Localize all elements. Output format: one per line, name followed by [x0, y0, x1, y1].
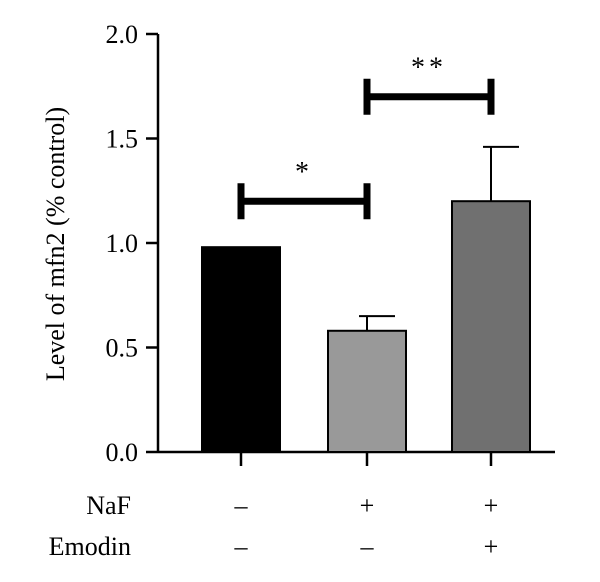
y-tick-label: 1.0: [106, 229, 139, 258]
condition-label: NaF: [86, 491, 131, 520]
bar: [201, 246, 281, 453]
significance-label: *: [295, 157, 313, 188]
bar: [451, 200, 531, 453]
y-tick-label: 0.0: [106, 438, 139, 467]
condition-label: Emodin: [49, 532, 131, 561]
bar: [327, 329, 407, 453]
y-axis-label: Level of mfn2 (% control): [41, 107, 70, 381]
condition-sign: –: [234, 491, 249, 520]
y-tick-label: 0.5: [106, 334, 139, 363]
condition-sign: –: [360, 532, 375, 561]
significance-label: **: [411, 53, 447, 84]
y-tick-label: 1.5: [106, 125, 139, 154]
condition-sign: +: [360, 491, 375, 520]
condition-sign: –: [234, 532, 249, 561]
y-tick-label: 2.0: [106, 20, 139, 49]
condition-sign: +: [484, 532, 499, 561]
condition-sign: +: [484, 491, 499, 520]
